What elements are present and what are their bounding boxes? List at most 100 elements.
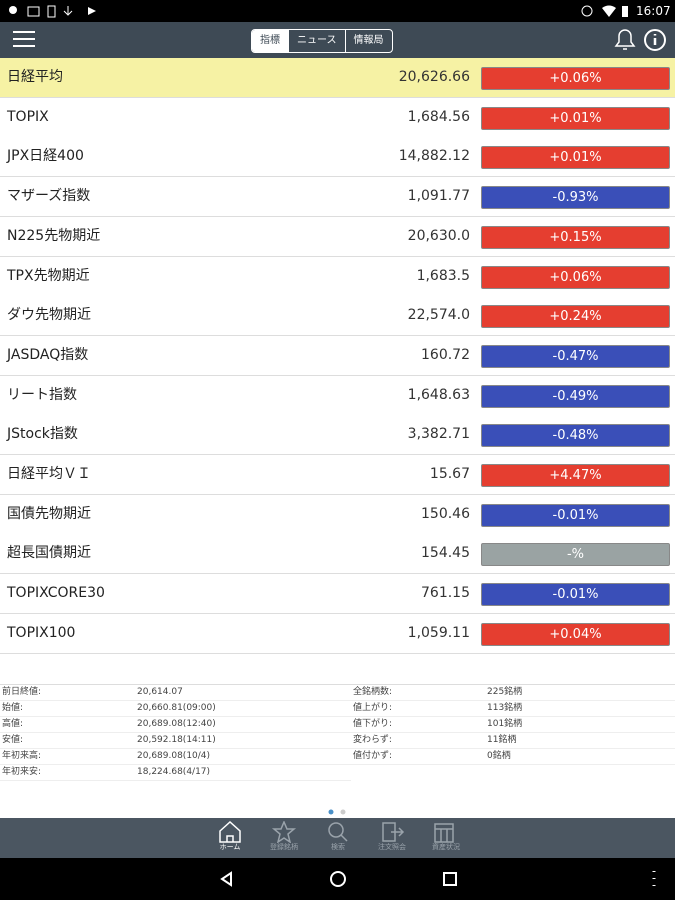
segment-tabs: 指標 ニュース 情報局 [251,29,393,53]
summary-value: 20,660.81(09:00) [137,703,216,713]
index-row[interactable]: 国債先物期近 150.46 -0.01% [0,494,675,535]
summary-label: 値上がり: [353,703,393,713]
index-value: 1,684.56 [407,108,470,125]
summary-divider [0,684,675,685]
index-value: 1,059.11 [407,624,470,641]
index-value: 761.15 [421,585,470,602]
change-badge: -0.01% [481,503,670,527]
summary-value: 20,689.08(12:40) [137,719,216,729]
change-badge: -0.93% [481,186,670,210]
summary-label: 値付かず: [353,751,393,761]
summary-value: 0銘柄 [487,751,511,761]
summary-row-line [351,700,675,701]
index-value: 15.67 [429,466,470,482]
bottom-tab-label[interactable]: 検索 [331,843,345,851]
summary-label: 高値: [2,719,24,729]
summary-label: 年初来安: [2,767,42,777]
bottom-tab-label[interactable]: 資産状況 [432,843,460,851]
index-row[interactable]: リート指数 1,648.63 -0.49% [0,375,675,416]
bottom-tab-label[interactable]: 注文照会 [378,843,406,851]
summary-label: 前日終値: [2,687,42,697]
status-icons [9,5,96,18]
index-row[interactable]: TOPIX100 1,059.11 +0.04% [0,613,675,654]
index-name: TOPIXCORE30 [7,585,105,602]
index-name: 日経平均 [7,69,63,85]
segment-tab[interactable]: 指標 [252,30,288,52]
summary-value: 11銘柄 [487,735,517,745]
summary-row-line [0,732,351,733]
change-badge: +4.47% [481,464,670,487]
index-name: JPX日経400 [7,148,84,165]
index-row[interactable]: JPX日経400 14,882.12 +0.01% [0,137,675,178]
summary-label: 安値: [2,735,24,745]
index-row[interactable]: JASDAQ指数 160.72 -0.47% [0,335,675,376]
index-name: TOPIX100 [7,624,76,641]
index-name: 国債先物期近 [7,505,91,522]
index-value: 1,683.5 [416,267,470,284]
menu-button[interactable] [13,30,35,48]
index-name: ダウ先物期近 [7,307,91,324]
index-row[interactable]: TOPIXCORE30 761.15 -0.01% [0,574,675,615]
segment-tab[interactable]: ニュース [288,30,345,52]
index-value: 1,091.77 [407,188,470,205]
bottom-tab-label[interactable]: ホーム [219,843,241,851]
index-row[interactable]: 日経平均ＶＩ 15.67 +4.47% [0,455,675,495]
summary-row-line [0,716,351,717]
tab-bar [0,818,675,858]
index-value: 14,882.12 [398,148,470,165]
summary-value: 20,614.07 [137,687,183,697]
segment-tab[interactable]: 情報局 [344,30,392,52]
summary-value: 101銘柄 [487,719,523,729]
status-bar: 16:07 [0,0,675,22]
index-row[interactable]: TOPIX 1,684.56 +0.01% [0,97,675,138]
summary-row-line [0,764,351,765]
summary-label: 年初来高: [2,751,42,761]
index-name: TPX先物期近 [7,267,90,284]
summary-row-line [0,748,351,749]
change-badge: -0.01% [481,583,670,607]
index-value: 1,648.63 [407,386,470,403]
summary-value: 113銘柄 [487,703,523,713]
change-badge: +0.06% [481,265,670,289]
index-name: 超長国債期近 [7,545,91,562]
index-row[interactable]: 日経平均 20,626.66 +0.06% [0,58,675,98]
index-row[interactable]: N225先物期近 20,630.0 +0.15% [0,216,675,257]
index-value: 154.45 [421,545,470,562]
change-badge: +0.15% [481,225,670,249]
summary-value: 20,689.08(10/4) [137,751,211,761]
index-row[interactable]: ダウ先物期近 22,574.0 +0.24% [0,296,675,337]
index-name: N225先物期近 [7,227,101,244]
index-name: TOPIX [7,108,49,125]
index-name: マザーズ指数 [7,188,91,205]
index-row[interactable]: JStock指数 3,382.71 -0.48% [0,415,675,456]
index-value: 150.46 [421,505,470,522]
change-badge: -0.47% [481,344,670,368]
index-value: 20,626.66 [398,69,470,85]
bottom-tab-label[interactable]: 登録銘柄 [270,843,298,851]
index-row[interactable]: 超長国債期近 154.45 -% [0,534,675,575]
clock: 16:07 [636,4,671,18]
summary-row-line [351,716,675,717]
index-value: 22,574.0 [407,307,470,324]
summary-value: 20,592.18(14:11) [137,735,216,745]
index-value: 160.72 [421,346,470,363]
index-value: 3,382.71 [407,426,470,443]
change-badge: +0.01% [481,146,670,170]
summary-value: 225銘柄 [487,687,523,697]
index-name: JASDAQ指数 [7,346,89,363]
summary-row-line [351,764,675,765]
nav-bar [0,858,675,900]
nav-buttons[interactable] [0,858,675,900]
summary-row-line [351,732,675,733]
change-badge: -0.48% [481,424,670,448]
summary-row-line [0,700,351,701]
header-icons[interactable] [612,28,672,52]
tab-icons [219,821,454,843]
index-row[interactable]: TPX先物期近 1,683.5 +0.06% [0,256,675,297]
summary-label: 始値: [2,703,24,713]
change-badge: +0.24% [481,305,670,329]
summary-row-line [0,780,351,781]
summary-label: 全銘柄数: [353,687,393,697]
index-row[interactable]: マザーズ指数 1,091.77 -0.93% [0,177,675,218]
